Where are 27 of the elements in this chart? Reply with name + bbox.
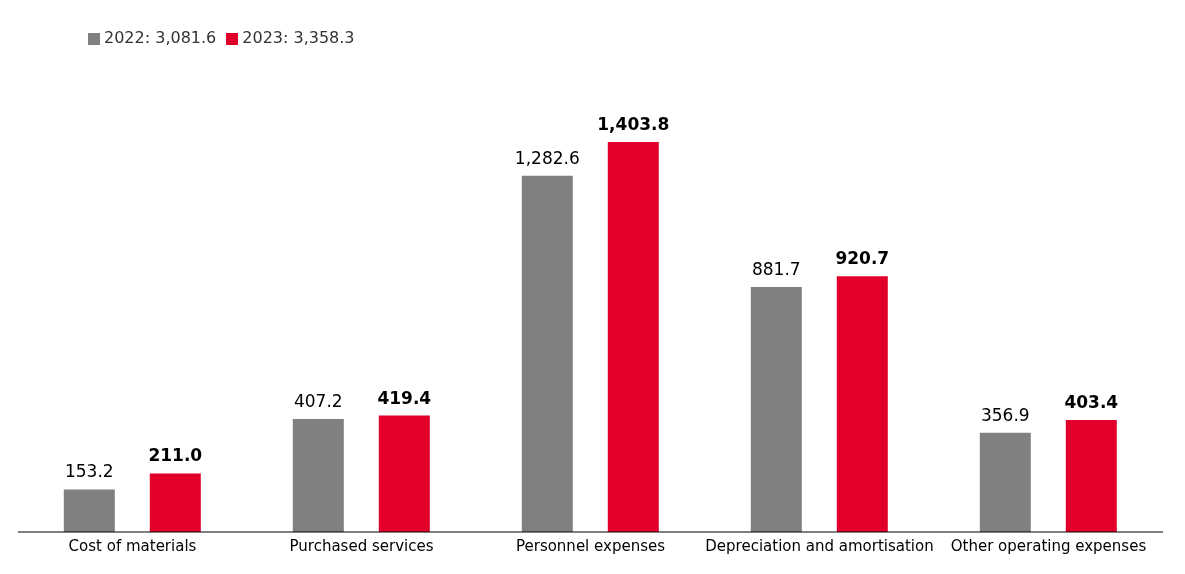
data-label: 356.9 xyxy=(980,404,1030,425)
bar xyxy=(149,473,201,532)
bar xyxy=(1065,419,1117,532)
x-tick-label: Cost of materials xyxy=(68,536,197,555)
bar xyxy=(292,418,344,532)
data-label: 407.2 xyxy=(293,390,343,411)
data-label: 881.7 xyxy=(751,259,801,280)
bar xyxy=(607,142,659,532)
data-label: 920.7 xyxy=(835,248,890,269)
bar xyxy=(836,276,888,532)
data-label: 403.4 xyxy=(1064,391,1119,412)
x-tick-label: Personnel expenses xyxy=(515,536,666,555)
data-label: 211.0 xyxy=(148,445,203,466)
legend-label: 2022: 3,081.6 xyxy=(104,28,217,47)
data-label: 1,282.6 xyxy=(514,147,580,168)
data-label: 1,403.8 xyxy=(597,114,670,135)
bar xyxy=(750,287,802,532)
legend-label: 2023: 3,358.3 xyxy=(242,28,355,47)
data-label: 419.4 xyxy=(377,387,432,408)
x-tick-label: Depreciation and amortisation xyxy=(705,536,934,555)
bar xyxy=(63,489,115,532)
data-label: 153.2 xyxy=(64,461,114,482)
bar xyxy=(521,175,573,532)
bar xyxy=(979,432,1031,532)
bar xyxy=(378,415,430,532)
x-tick-label: Other operating expenses xyxy=(950,536,1147,555)
x-tick-label: Purchased services xyxy=(289,536,434,555)
